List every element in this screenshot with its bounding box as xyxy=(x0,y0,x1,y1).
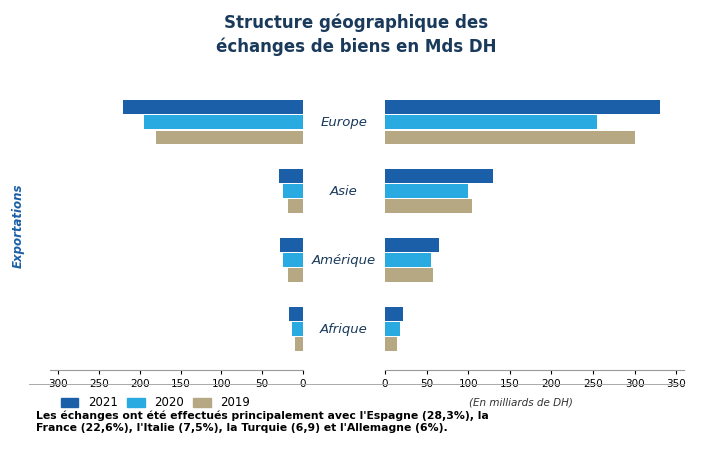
Text: Les échanges ont été effectués principalement avec l'Espagne (28,3%), la
France : Les échanges ont été effectués principal… xyxy=(36,411,488,433)
Bar xyxy=(289,307,303,321)
Text: Afrique: Afrique xyxy=(320,322,368,335)
Bar xyxy=(280,238,303,252)
Bar xyxy=(385,169,493,183)
Bar xyxy=(288,199,303,213)
Bar xyxy=(144,115,303,129)
Bar xyxy=(385,185,468,198)
Bar xyxy=(385,238,439,252)
Bar xyxy=(385,100,660,114)
Bar xyxy=(385,322,400,336)
Bar xyxy=(284,253,303,267)
Bar xyxy=(156,131,303,144)
Bar xyxy=(385,115,597,129)
Bar xyxy=(292,322,303,336)
Text: Europe: Europe xyxy=(321,116,367,129)
Bar xyxy=(385,307,404,321)
Bar xyxy=(385,131,635,144)
Bar xyxy=(295,337,303,351)
Bar xyxy=(385,337,396,351)
Text: Amérique: Amérique xyxy=(312,254,376,267)
Text: Importations: Importations xyxy=(712,183,713,269)
Legend: 2021, 2020, 2019: 2021, 2020, 2019 xyxy=(56,392,255,414)
Text: (En milliards de DH): (En milliards de DH) xyxy=(468,397,573,407)
Bar xyxy=(385,269,434,282)
Bar xyxy=(288,269,303,282)
Bar xyxy=(385,199,473,213)
Bar xyxy=(385,253,431,267)
Bar xyxy=(282,185,303,198)
Text: Structure géographique des
échanges de biens en Mds DH: Structure géographique des échanges de b… xyxy=(216,13,497,56)
Text: Asie: Asie xyxy=(330,185,358,198)
Bar xyxy=(279,169,303,183)
Bar xyxy=(123,100,303,114)
Text: Exportations: Exportations xyxy=(11,183,24,268)
